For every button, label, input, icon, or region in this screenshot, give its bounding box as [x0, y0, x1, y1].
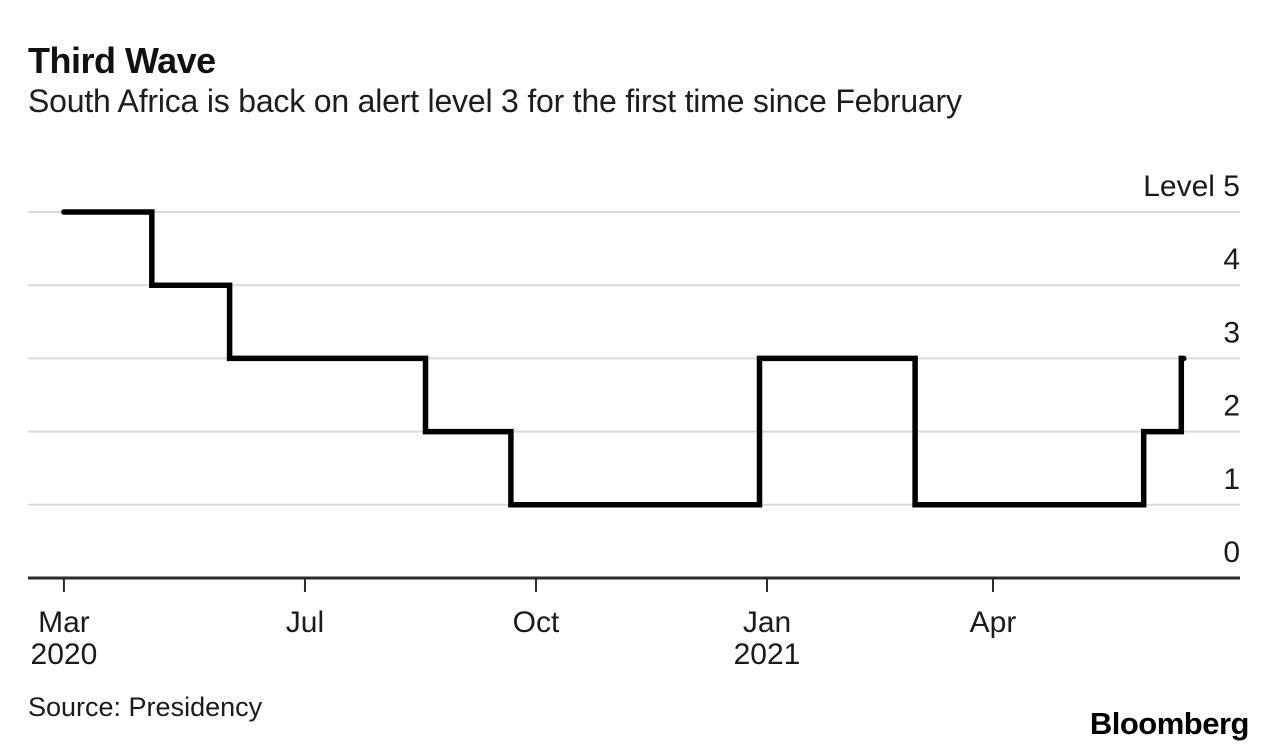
source-label: Source: Presidency [28, 692, 263, 722]
x-tick-label: Apr [970, 606, 1017, 639]
chart-subtitle: South Africa is back on alert level 3 fo… [28, 83, 962, 119]
y-axis-label-level-5: Level 5 [1143, 170, 1240, 203]
x-tick-label: Mar [38, 606, 90, 639]
y-axis-label-level-2: 2 [1223, 390, 1240, 423]
y-axis-label-level-3: 3 [1223, 316, 1240, 349]
y-axis-label-level-4: 4 [1223, 243, 1240, 276]
x-tick-label: Jan [743, 606, 791, 639]
y-axis-label-level-1: 1 [1223, 463, 1240, 496]
alert-level-line [61, 209, 1187, 508]
chart-title: Third Wave [28, 40, 216, 81]
x-tick-label: Oct [513, 606, 560, 639]
x-tick-label: Jul [286, 606, 324, 639]
bloomberg-logo: Bloomberg [1089, 706, 1250, 741]
y-axis-label-level-0: 0 [1223, 536, 1240, 569]
x-tick-year-label: 2020 [31, 638, 98, 671]
x-tick-year-label: 2021 [734, 638, 801, 671]
